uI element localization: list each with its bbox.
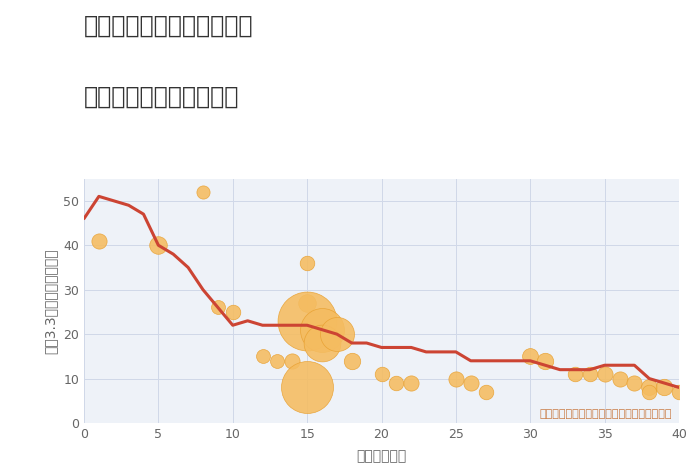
- Text: 円の大きさは、取引のあった物件面積を示す: 円の大きさは、取引のあった物件面積を示す: [539, 408, 671, 419]
- Point: [272, 357, 283, 365]
- Text: 兵庫県朝来市山東町和賀の: 兵庫県朝来市山東町和賀の: [84, 14, 253, 38]
- Point: [599, 370, 610, 378]
- Point: [227, 308, 238, 316]
- Point: [584, 370, 595, 378]
- Point: [644, 388, 655, 396]
- Point: [287, 357, 298, 365]
- Point: [302, 317, 313, 325]
- Point: [614, 375, 625, 382]
- Point: [659, 384, 670, 391]
- Point: [480, 388, 491, 396]
- Point: [316, 339, 328, 347]
- Point: [569, 370, 580, 378]
- Point: [302, 384, 313, 391]
- Point: [450, 375, 461, 382]
- Point: [376, 370, 387, 378]
- Point: [316, 326, 328, 333]
- Point: [93, 237, 104, 244]
- Point: [644, 384, 655, 391]
- Point: [465, 379, 476, 387]
- Y-axis label: 平（3.3㎡）単価（万円）: 平（3.3㎡）単価（万円）: [43, 248, 57, 353]
- Point: [525, 352, 536, 360]
- Point: [302, 299, 313, 307]
- Point: [673, 388, 685, 396]
- Text: 築年数別中古戸建て価格: 築年数別中古戸建て価格: [84, 85, 239, 109]
- Point: [540, 357, 551, 365]
- Point: [257, 352, 268, 360]
- Point: [153, 242, 164, 249]
- Point: [331, 330, 342, 338]
- Point: [302, 259, 313, 267]
- Point: [197, 188, 209, 196]
- Point: [629, 379, 640, 387]
- X-axis label: 築年数（年）: 築年数（年）: [356, 449, 407, 463]
- Point: [212, 304, 223, 311]
- Point: [391, 379, 402, 387]
- Point: [346, 357, 357, 365]
- Point: [406, 379, 417, 387]
